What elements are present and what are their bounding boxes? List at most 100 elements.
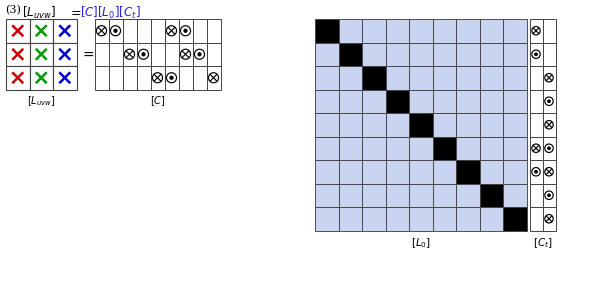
Text: $[L_{uvw}]$: $[L_{uvw}]$: [22, 5, 56, 21]
Bar: [409, 90, 433, 113]
Bar: [542, 136, 556, 160]
Bar: [433, 42, 456, 66]
Bar: [542, 207, 556, 231]
Bar: [530, 19, 542, 42]
Bar: [479, 19, 503, 42]
Bar: [409, 207, 433, 231]
Bar: [95, 19, 109, 42]
Bar: [479, 207, 503, 231]
Bar: [315, 160, 338, 184]
Bar: [503, 136, 527, 160]
Circle shape: [548, 194, 550, 197]
Bar: [53, 19, 77, 42]
Bar: [362, 19, 386, 42]
Bar: [338, 160, 362, 184]
Bar: [164, 66, 179, 90]
Bar: [386, 136, 409, 160]
Bar: [503, 66, 527, 90]
Bar: [409, 136, 433, 160]
Bar: [179, 19, 193, 42]
Bar: [179, 42, 193, 66]
Bar: [193, 19, 206, 42]
Bar: [137, 42, 151, 66]
Bar: [409, 42, 433, 66]
Bar: [479, 66, 503, 90]
Bar: [542, 19, 556, 42]
Bar: [503, 19, 527, 42]
Bar: [29, 42, 53, 66]
Bar: [362, 160, 386, 184]
Bar: [530, 90, 542, 113]
Bar: [386, 113, 409, 136]
Bar: [315, 136, 338, 160]
Bar: [53, 42, 77, 66]
Bar: [122, 19, 137, 42]
Bar: [456, 160, 479, 184]
Bar: [315, 184, 338, 207]
Circle shape: [535, 171, 537, 173]
Bar: [315, 207, 338, 231]
Bar: [433, 136, 456, 160]
Bar: [542, 184, 556, 207]
Text: $[L_{uvw}]$: $[L_{uvw}]$: [27, 95, 56, 108]
Bar: [503, 113, 527, 136]
Bar: [362, 207, 386, 231]
Bar: [409, 66, 433, 90]
Bar: [109, 42, 122, 66]
Bar: [542, 42, 556, 66]
Bar: [338, 207, 362, 231]
Bar: [362, 184, 386, 207]
Bar: [362, 66, 386, 90]
Bar: [386, 19, 409, 42]
Bar: [409, 184, 433, 207]
Bar: [122, 42, 137, 66]
Bar: [95, 66, 109, 90]
Text: $[C_t]$: $[C_t]$: [533, 236, 553, 250]
Bar: [530, 207, 542, 231]
Bar: [137, 66, 151, 90]
Bar: [193, 66, 206, 90]
Bar: [206, 19, 221, 42]
Bar: [338, 136, 362, 160]
Bar: [193, 42, 206, 66]
Bar: [53, 66, 77, 90]
Bar: [530, 113, 542, 136]
Bar: [338, 19, 362, 42]
Circle shape: [548, 147, 550, 149]
Bar: [315, 19, 338, 42]
Text: $[L_0]$: $[L_0]$: [411, 236, 431, 250]
Text: (3): (3): [5, 5, 21, 15]
Bar: [433, 90, 456, 113]
Bar: [362, 136, 386, 160]
Bar: [6, 19, 29, 42]
Circle shape: [142, 53, 145, 56]
Text: $[C]$: $[C]$: [149, 95, 166, 108]
Bar: [456, 42, 479, 66]
Bar: [6, 42, 29, 66]
Bar: [479, 113, 503, 136]
Bar: [6, 66, 29, 90]
Bar: [95, 42, 109, 66]
Bar: [164, 42, 179, 66]
Bar: [338, 184, 362, 207]
Text: $[C][L_0][C_t]$: $[C][L_0][C_t]$: [80, 5, 140, 21]
Bar: [456, 136, 479, 160]
Circle shape: [184, 29, 187, 32]
Circle shape: [198, 53, 201, 56]
Bar: [456, 113, 479, 136]
Bar: [479, 184, 503, 207]
Circle shape: [535, 53, 537, 55]
Bar: [409, 113, 433, 136]
Bar: [315, 90, 338, 113]
Bar: [109, 19, 122, 42]
Bar: [479, 136, 503, 160]
Bar: [433, 160, 456, 184]
Bar: [151, 66, 164, 90]
Bar: [503, 207, 527, 231]
Bar: [542, 113, 556, 136]
Bar: [386, 66, 409, 90]
Bar: [479, 90, 503, 113]
Bar: [122, 66, 137, 90]
Bar: [433, 19, 456, 42]
Bar: [362, 42, 386, 66]
